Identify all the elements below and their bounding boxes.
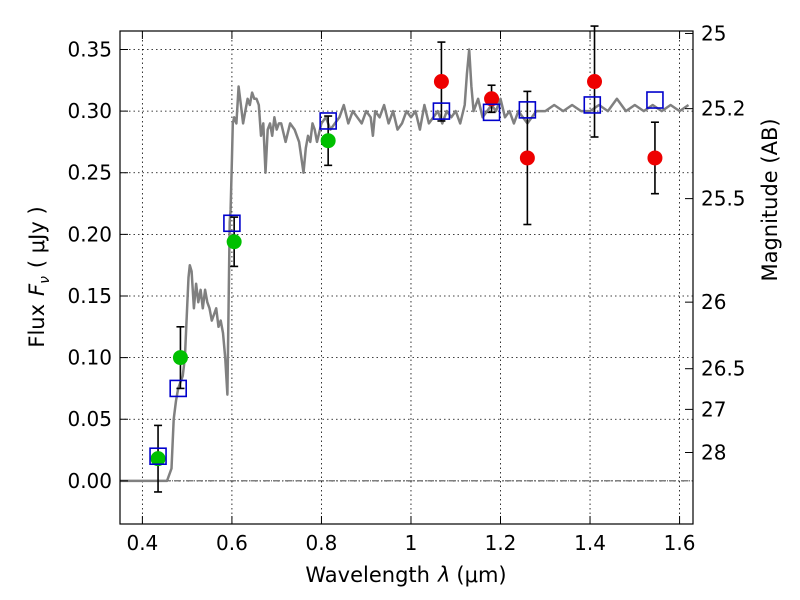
x-tick-label: 1.6 [664, 531, 696, 555]
y-tick-label: 0.30 [67, 99, 112, 123]
optical-data-point [172, 350, 188, 366]
x-tick-label: 0.8 [306, 531, 338, 555]
model-photometry-square [319, 112, 337, 130]
x-tick-label: 0.6 [216, 531, 248, 555]
y-axis-title: FluxFν( μJy ) [25, 206, 53, 347]
y-tick-label: 0.15 [67, 284, 112, 308]
model-photometry-square [482, 103, 501, 122]
infrared-data-point [647, 150, 663, 166]
model-photometry-square [432, 102, 451, 120]
y-tick-label: 0.20 [67, 222, 112, 246]
optical-data-point [226, 234, 242, 250]
magnitude-tick-label: 27 [701, 397, 726, 421]
magnitude-tick-label: 26.5 [701, 357, 746, 381]
markers [149, 74, 664, 467]
magnitude-tick-label: 25 [701, 21, 726, 45]
magnitude-tick-label: 26 [701, 290, 726, 314]
model-photometry-square [518, 101, 537, 119]
optical-data-point [320, 133, 336, 149]
y-tick-label: 0.10 [67, 346, 112, 370]
model-photometry-square [223, 214, 241, 233]
magnitude-tick-label: 25.5 [701, 187, 746, 211]
y2-axis-title: Magnitude (AB) [758, 118, 782, 281]
x-tick-label: 1.2 [485, 531, 517, 555]
plot-frame [119, 30, 694, 525]
optical-data-point [150, 451, 166, 467]
y-tick-label: 0.05 [67, 407, 112, 431]
y-tick-label: 0.25 [67, 161, 112, 185]
infrared-data-point [484, 91, 500, 107]
model-photometry-square [149, 447, 167, 466]
magnitude-tick-label: 25.2 [701, 97, 746, 121]
infrared-data-point [587, 74, 603, 90]
model-sed-line [120, 48, 690, 483]
model-photometry-square [646, 91, 664, 109]
x-tick-label: 0.4 [126, 531, 158, 555]
model-photometry-square [169, 379, 187, 398]
ticks: 0.4 0.6 0.8 1 1.2 1.4 1.6 0.00 0.05 0.10 0.15 0.20 0… [67, 21, 745, 555]
magnitude-tick-label: 28 [701, 441, 726, 465]
model-photometry-square [583, 96, 602, 114]
x-axis-title: Wavelength λ (μm) [305, 563, 506, 587]
y-tick-label: 0.35 [67, 37, 112, 61]
x-tick-label: 1.4 [574, 531, 606, 555]
x-tick-label: 1 [405, 531, 418, 555]
infrared-data-point [433, 74, 449, 90]
y-tick-label: 0.00 [67, 469, 112, 493]
infrared-data-point [519, 150, 535, 166]
grid [120, 31, 693, 524]
